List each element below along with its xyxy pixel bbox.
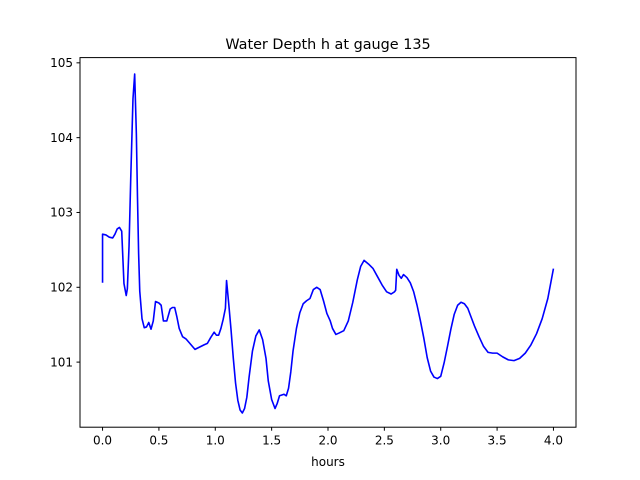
x-tick-label: 0.0 xyxy=(93,434,112,448)
y-tick-label: 101 xyxy=(50,355,73,369)
x-tick-label: 4.0 xyxy=(544,434,563,448)
y-tick-label: 105 xyxy=(50,56,73,70)
chart-title: Water Depth h at gauge 135 xyxy=(225,37,430,53)
x-axis: 0.0 0.5 1.0 1.5 2.0 2.5 3.0 3.5 4.0 xyxy=(93,427,563,448)
plot-background xyxy=(80,57,576,428)
x-tick-label: 0.5 xyxy=(149,434,168,448)
x-tick-label: 2.5 xyxy=(375,434,394,448)
y-tick-label: 103 xyxy=(50,206,73,220)
x-tick-label: 1.5 xyxy=(262,434,281,448)
y-tick-label: 104 xyxy=(50,131,73,145)
x-tick-label: 2.0 xyxy=(318,434,337,448)
y-tick-label: 102 xyxy=(50,280,73,294)
x-tick-label: 1.0 xyxy=(206,434,225,448)
x-tick-label: 3.0 xyxy=(431,434,450,448)
x-axis-label: hours xyxy=(311,455,345,469)
x-tick-label: 3.5 xyxy=(488,434,507,448)
series-line-water-depth xyxy=(101,73,555,414)
plot-area xyxy=(79,57,577,428)
y-axis: 101 102 103 104 105 xyxy=(50,56,80,369)
